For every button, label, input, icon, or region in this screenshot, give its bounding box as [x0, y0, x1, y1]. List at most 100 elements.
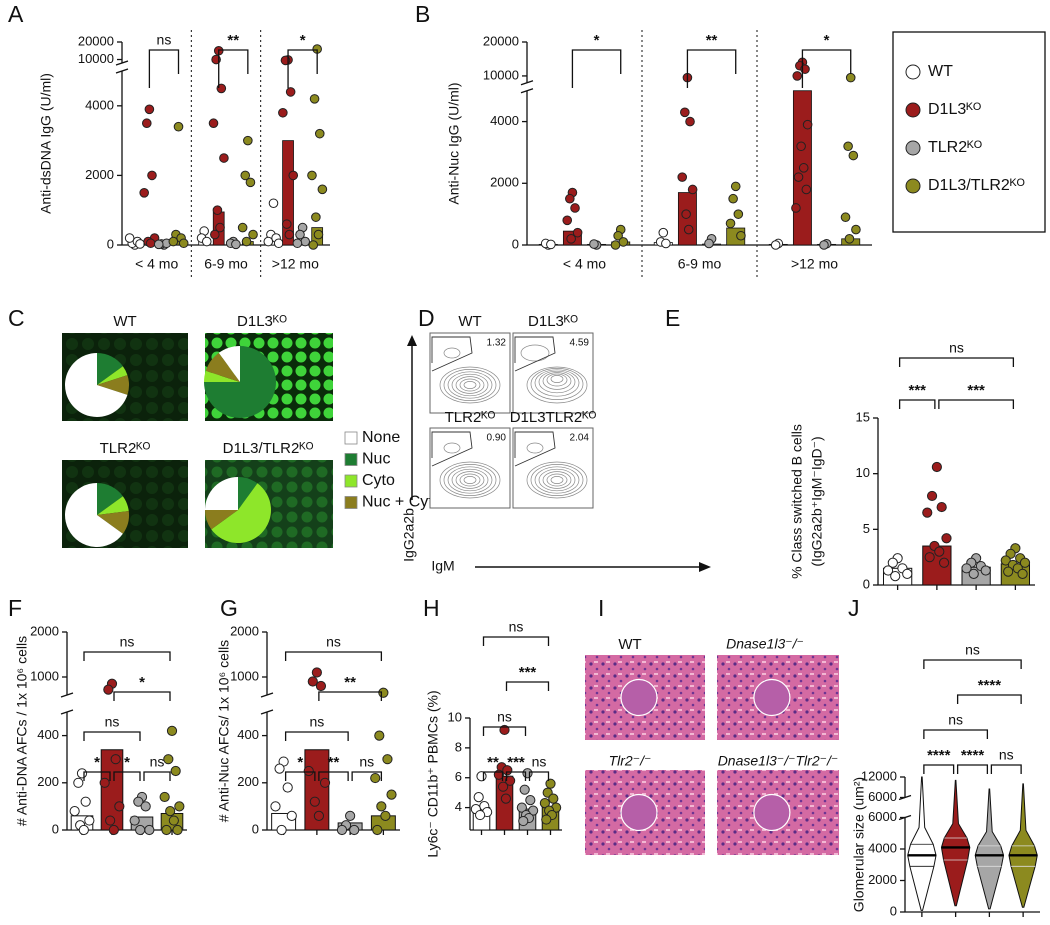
panel-label: B	[415, 1, 430, 27]
data-point	[349, 824, 360, 836]
y-axis-title: # Anti-Nuc AFCs/ 1x 10⁶ cells	[216, 640, 232, 822]
flow-y-label: IgG2a2b	[401, 508, 417, 562]
data-point	[890, 570, 901, 582]
significance-bracket	[83, 651, 171, 661]
plot-title: WT	[458, 313, 481, 330]
significance-label: ****	[978, 677, 1002, 694]
data-point	[801, 184, 812, 195]
pie-slice	[97, 496, 129, 515]
data-point	[887, 557, 898, 568]
data-point	[73, 777, 84, 788]
data-point	[110, 754, 121, 765]
gate-percent: 1.32	[487, 338, 507, 349]
significance-label: ns	[509, 619, 524, 635]
glomerulus	[620, 793, 658, 832]
plot-title: D1L3ᴷᴼ	[528, 313, 578, 330]
data-point	[145, 238, 156, 249]
x-tick-label: >12 mo	[272, 256, 319, 272]
flow-gate	[514, 431, 556, 467]
data-point	[282, 782, 293, 793]
data-point	[170, 765, 181, 777]
significance-label: ns	[359, 754, 374, 770]
data-point	[303, 765, 314, 777]
data-point	[80, 796, 91, 807]
flow-gate	[431, 336, 473, 372]
data-point	[518, 815, 529, 827]
data-point	[215, 222, 225, 233]
significance-label: ns	[326, 634, 341, 650]
data-point	[500, 793, 512, 804]
y-tick-label: 15	[856, 409, 870, 424]
flow-plot	[429, 332, 511, 414]
significance-label: ns	[105, 714, 120, 730]
significance-bracket	[482, 771, 504, 781]
significance-bracket	[482, 636, 550, 646]
y-axis-title: (IgG2a2b⁺IgM⁻IgD⁻)	[809, 436, 825, 566]
flow-contour	[550, 476, 564, 484]
pie-title: TLR2ᴷᴼ	[100, 440, 151, 457]
y-tick-label: 4000	[868, 840, 897, 855]
data-point	[566, 234, 576, 244]
data-point	[961, 563, 972, 574]
image-title: Dnase1l3⁻/⁻	[726, 636, 804, 652]
flow-contour	[538, 370, 576, 394]
data-point	[730, 181, 741, 192]
data-point	[165, 806, 176, 817]
data-point	[661, 238, 671, 249]
significance-bracket	[284, 731, 349, 741]
significance-label: ns	[157, 32, 172, 48]
significance-label: ****	[961, 747, 985, 764]
significance-label: ns	[120, 634, 135, 650]
data-point	[315, 680, 327, 692]
flow-contour	[534, 369, 580, 397]
data-point	[278, 107, 288, 118]
significance-bracket	[284, 651, 383, 661]
axis-break	[520, 80, 534, 86]
data-point	[210, 229, 220, 240]
significance-bracket	[505, 771, 527, 781]
significance-bracket	[956, 764, 989, 774]
y-tick-label: 10	[856, 465, 870, 480]
data-point	[317, 184, 328, 195]
axis-break	[115, 68, 129, 74]
data-point	[1000, 555, 1011, 566]
flow-contour	[530, 368, 584, 400]
data-point	[135, 239, 145, 249]
significance-bracket	[923, 729, 989, 739]
legend-label: Nuc + Cyto	[362, 494, 442, 511]
data-point	[248, 229, 258, 240]
significance-bracket	[351, 771, 383, 781]
data-point	[288, 170, 299, 181]
legend-label: Cyto	[362, 472, 395, 489]
flow-contour	[538, 468, 576, 492]
data-point	[336, 824, 348, 836]
flow-contour	[526, 461, 588, 499]
data-point	[902, 568, 913, 579]
data-point	[173, 121, 184, 132]
data-point	[497, 781, 509, 792]
pie-title: WT	[113, 313, 136, 330]
significance-label: ns	[150, 754, 165, 770]
data-point	[570, 203, 580, 213]
significance-bracket	[571, 49, 622, 88]
plot-title: TLR2ᴷᴼ	[445, 409, 496, 426]
y-tick-label: 6000	[868, 809, 897, 824]
data-point	[934, 546, 945, 557]
y-axis-title: Ly6c⁻ CD11b⁺ PBMCs (%)	[425, 690, 441, 857]
legend-swatch	[905, 178, 921, 194]
data-point	[677, 172, 688, 182]
significance-label: ns	[309, 714, 324, 730]
significance-label: **	[328, 754, 340, 771]
significance-label: *	[594, 32, 600, 49]
data-point	[295, 229, 305, 240]
panel-label: D	[418, 305, 435, 331]
significance-bracket	[923, 659, 1022, 669]
legend-swatch	[344, 474, 358, 488]
x-tick-label: < 4 mo	[563, 256, 606, 272]
flow-contour	[455, 471, 485, 489]
data-point	[589, 239, 599, 249]
y-tick-label: 200	[237, 774, 259, 789]
data-point	[345, 810, 356, 821]
data-point	[276, 824, 287, 836]
